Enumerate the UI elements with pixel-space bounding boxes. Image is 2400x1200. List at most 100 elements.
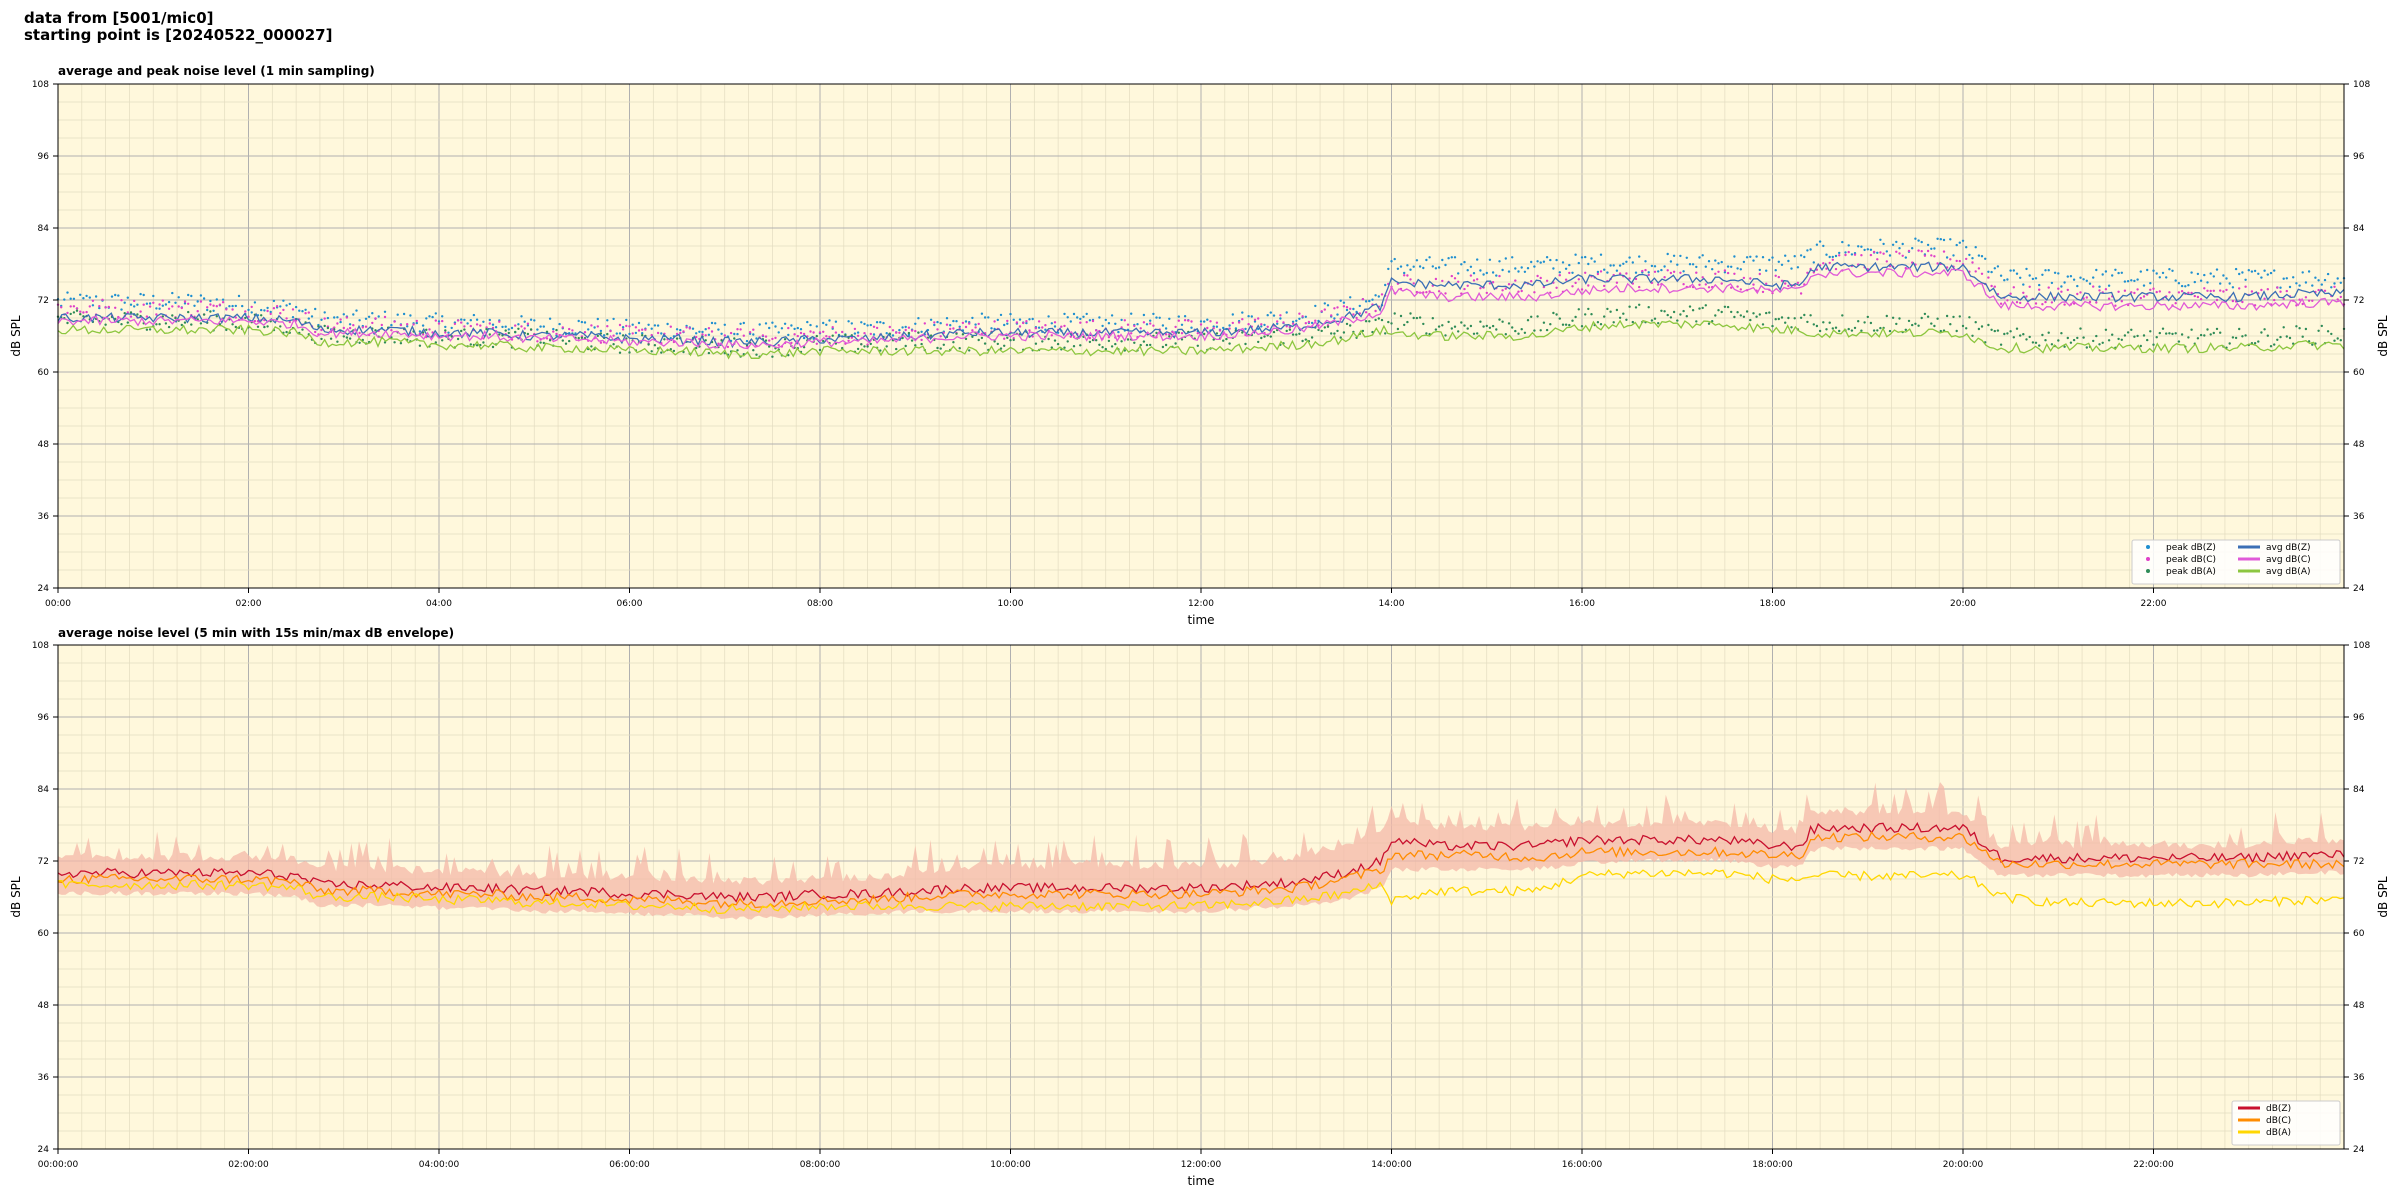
data-point	[1253, 320, 1257, 323]
data-point	[1231, 313, 1235, 316]
data-point	[2333, 282, 2336, 285]
data-point	[1130, 312, 1133, 315]
data-point	[2326, 272, 2330, 276]
data-point	[2234, 336, 2238, 340]
data-point	[1222, 326, 1225, 330]
data-point	[856, 334, 860, 337]
data-point	[336, 322, 339, 325]
data-point	[825, 323, 828, 326]
data-point	[1971, 257, 1974, 260]
data-point	[799, 328, 803, 331]
data-point	[2177, 291, 2181, 294]
data-point	[1526, 319, 1530, 322]
data-point	[1047, 315, 1050, 318]
data-point	[126, 296, 129, 299]
data-point	[875, 326, 879, 330]
data-point	[129, 311, 133, 314]
data-point	[231, 304, 234, 308]
data-point	[358, 331, 361, 335]
data-point	[637, 321, 641, 325]
data-point	[1196, 332, 1200, 335]
data-point	[1771, 291, 1774, 295]
data-point	[1777, 275, 1781, 279]
data-point	[961, 321, 965, 325]
data-point	[2107, 297, 2111, 300]
data-point	[1631, 261, 1635, 264]
data-point	[1720, 282, 1723, 285]
data-point	[685, 326, 688, 329]
data-point	[596, 325, 599, 328]
data-point	[1285, 311, 1288, 314]
data-point	[1644, 268, 1647, 272]
data-point	[2193, 280, 2196, 284]
x-tick-label: 06:00	[617, 599, 643, 609]
data-point	[958, 325, 961, 328]
data-point	[2139, 296, 2142, 300]
data-point	[1774, 269, 1777, 272]
data-point	[869, 323, 872, 327]
data-point	[1006, 322, 1009, 325]
data-point	[1844, 251, 1847, 254]
data-point	[1358, 304, 1362, 308]
data-point	[914, 329, 917, 333]
data-point	[555, 332, 558, 336]
data-point	[256, 325, 260, 328]
data-point	[1183, 315, 1187, 318]
data-point	[1101, 324, 1104, 328]
data-point	[2149, 288, 2152, 291]
data-point	[514, 324, 517, 327]
data-point	[1291, 320, 1295, 323]
data-point	[2222, 290, 2225, 293]
y-tick-label: 96	[38, 152, 50, 162]
data-point	[1955, 329, 1958, 333]
plot-marks	[57, 782, 2345, 920]
data-point	[1136, 323, 1139, 326]
data-point	[1930, 254, 1933, 257]
data-point	[526, 322, 530, 325]
data-point	[653, 324, 657, 327]
data-point	[1237, 321, 1241, 324]
data-point	[1822, 262, 1825, 265]
data-point	[1628, 305, 1631, 308]
data-point	[171, 291, 174, 295]
data-point	[1025, 321, 1028, 325]
series-line-avg-db-a	[57, 319, 2345, 360]
data-point	[2114, 304, 2117, 307]
data-point	[1628, 277, 1631, 280]
data-point	[1555, 286, 1558, 289]
data-point	[1891, 316, 1895, 319]
data-point	[1879, 326, 1882, 330]
data-point	[2126, 280, 2130, 283]
data-point	[2288, 336, 2292, 340]
data-point	[2336, 298, 2339, 301]
data-point	[1545, 328, 1549, 332]
data-point	[196, 310, 199, 313]
data-point	[1047, 337, 1050, 341]
data-point	[1777, 260, 1781, 263]
data-point	[1818, 329, 1822, 333]
data-point	[1418, 316, 1422, 319]
data-point	[1599, 270, 1603, 273]
data-point	[1701, 276, 1704, 279]
data-point	[850, 322, 853, 325]
data-point	[707, 351, 711, 355]
data-point	[945, 323, 949, 326]
data-point	[1390, 260, 1393, 263]
data-point	[1945, 256, 1949, 259]
data-point	[641, 332, 644, 335]
data-point	[1615, 308, 1619, 312]
data-point	[710, 330, 714, 333]
data-point	[1888, 254, 1892, 257]
data-point	[720, 339, 723, 342]
data-point	[1288, 328, 1292, 331]
data-point	[974, 326, 977, 329]
data-point	[1463, 287, 1466, 291]
data-point	[1876, 251, 1879, 254]
data-point	[1599, 323, 1603, 326]
data-point	[72, 305, 76, 308]
data-point	[1450, 274, 1454, 278]
data-point	[1491, 271, 1495, 274]
data-point	[1133, 324, 1136, 328]
data-point	[1530, 260, 1533, 264]
data-point	[1520, 266, 1523, 269]
